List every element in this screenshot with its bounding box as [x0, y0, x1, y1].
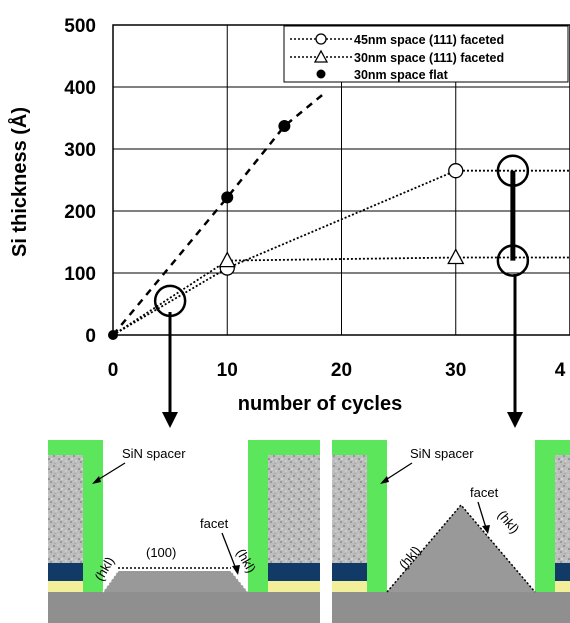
substrate — [332, 592, 570, 623]
legend-label-30nm-faceted: 30nm space (111) faceted — [354, 51, 504, 65]
deposit-pyramid — [387, 505, 535, 592]
substrate — [48, 592, 320, 623]
y-tick-label: 200 — [64, 202, 96, 223]
highlight-circle — [496, 154, 530, 187]
y-tick-label: 300 — [64, 140, 96, 161]
data-markers — [108, 120, 465, 340]
x-tick-label: 4 — [555, 360, 566, 381]
facet-label-left: facet — [200, 516, 229, 531]
y-tick-label: 400 — [64, 78, 96, 99]
dark-band-right — [555, 563, 570, 581]
highlight-circle — [496, 244, 530, 277]
gate-right — [555, 455, 570, 563]
arrows — [162, 274, 523, 428]
legend-box — [283, 25, 569, 83]
gate-left — [48, 455, 83, 563]
legend-marker-filled-circle — [316, 69, 326, 79]
y-tick-label: 500 — [64, 16, 96, 37]
deposit-flat — [103, 571, 248, 592]
schematic-pyramid-facet: SiN spacer facet (hkl) (hkl) — [332, 440, 570, 623]
plane-label-100: (100) — [146, 545, 176, 560]
schematic-flat-facet: SiN spacer (100) facet (hkl) (hkl) — [48, 440, 320, 623]
legend-marker-open-triangle — [313, 49, 329, 63]
highlight-circles — [153, 154, 530, 318]
series-line-1 — [112, 256, 570, 336]
legend-label-30nm-flat: 30nm space flat — [354, 68, 449, 82]
gate-right — [268, 455, 320, 563]
dark-band-left — [332, 563, 367, 581]
x-tick-label: 10 — [217, 360, 238, 381]
y-tick-label: 0 — [85, 326, 96, 347]
dark-band-left — [48, 563, 83, 581]
x-axis-title: number of cycles — [238, 393, 403, 415]
facet-label-right: facet — [470, 485, 499, 500]
highlight-circle — [153, 284, 187, 318]
marker-open-circle — [448, 163, 464, 179]
dark-band-right — [268, 563, 320, 581]
yellow-band-right — [555, 581, 570, 592]
spacer-label-right: SiN spacer — [410, 446, 474, 461]
yellow-band-left — [332, 581, 367, 592]
plot-frame — [112, 24, 570, 336]
x-tick-label: 20 — [331, 360, 352, 381]
x-tick-label: 30 — [445, 360, 466, 381]
yellow-band-right — [268, 581, 320, 592]
marker-filled-circle — [278, 120, 291, 133]
y-tick-label: 100 — [64, 264, 96, 285]
legend-label-45nm-faceted: 45nm space (111) faceted — [354, 33, 504, 47]
legend: 45nm space (111) faceted 30nm space (111… — [283, 25, 569, 83]
x-tick-label: 0 — [108, 360, 119, 381]
y-axis-title: Si thickness (Å) — [7, 107, 31, 257]
hkl-right-b: (hkl) — [495, 507, 523, 536]
gate-left — [332, 455, 367, 563]
marker-filled-circle — [221, 191, 234, 204]
grid-lines — [113, 25, 570, 335]
spacer-label-left: SiN spacer — [122, 446, 186, 461]
spacer-right — [535, 440, 555, 592]
marker-open-triangle — [218, 251, 236, 268]
spacer-right — [248, 440, 268, 592]
yellow-band-left — [48, 581, 83, 592]
marker-open-triangle — [447, 248, 465, 265]
series-line-2 — [112, 92, 326, 336]
marker-origin — [108, 330, 118, 340]
legend-marker-open-circle — [315, 33, 327, 45]
spacer-left — [367, 440, 387, 592]
